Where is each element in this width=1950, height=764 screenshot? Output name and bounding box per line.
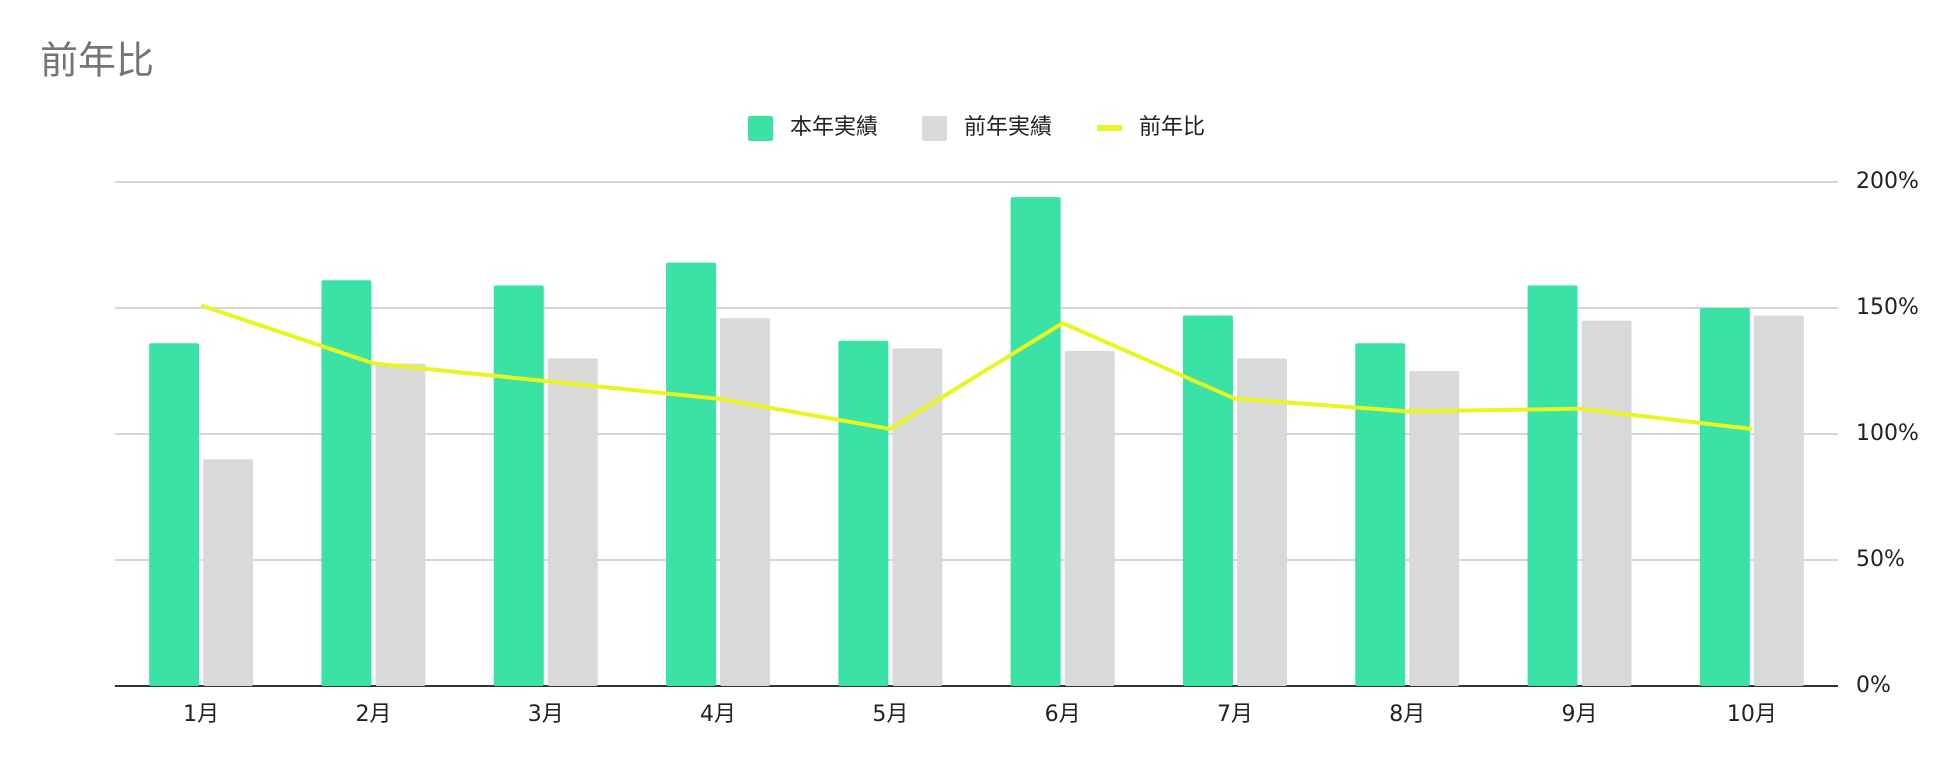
x-tick-label: 6月 (1045, 702, 1081, 727)
bar (1753, 315, 1804, 686)
bar (547, 358, 598, 686)
legend-label: 前年実績 (964, 115, 1052, 140)
bar (1064, 350, 1115, 686)
bar (1581, 320, 1632, 686)
x-tick-label: 7月 (1217, 702, 1253, 727)
x-tick-label: 4月 (700, 702, 736, 727)
y-tick-label: 50% (1856, 547, 1905, 572)
y-tick-label: 150% (1856, 295, 1919, 320)
bar (1699, 308, 1750, 686)
legend-swatch (748, 116, 773, 141)
x-tick-label: 10月 (1727, 702, 1777, 727)
bar (892, 348, 943, 686)
bar (1409, 371, 1460, 686)
legend-swatch (922, 116, 947, 141)
bar (720, 318, 771, 686)
y-tick-label: 100% (1856, 421, 1919, 446)
bar (149, 343, 200, 686)
x-tick-label: 1月 (183, 702, 219, 727)
bar (203, 459, 254, 686)
bar (493, 285, 544, 686)
x-tick-label: 2月 (355, 702, 391, 727)
y-tick-label: 0% (1856, 673, 1891, 698)
bar (838, 340, 889, 686)
legend-swatch (1097, 125, 1122, 131)
bar (1355, 343, 1406, 686)
bar (1527, 285, 1578, 686)
bar (1236, 358, 1287, 686)
y-tick-label: 200% (1856, 169, 1919, 194)
legend-label: 本年実績 (790, 115, 878, 140)
bar (1010, 197, 1061, 686)
x-tick-label: 8月 (1389, 702, 1425, 727)
x-tick-label: 5月 (872, 702, 908, 727)
chart-title: 前年比 (40, 39, 154, 83)
x-tick-label: 3月 (528, 702, 564, 727)
bar (666, 262, 717, 686)
bar (321, 280, 372, 686)
bar (375, 363, 426, 686)
x-tick-label: 9月 (1562, 702, 1598, 727)
line (200, 303, 1753, 431)
legend-label: 前年比 (1139, 115, 1205, 140)
bar (1182, 315, 1233, 686)
